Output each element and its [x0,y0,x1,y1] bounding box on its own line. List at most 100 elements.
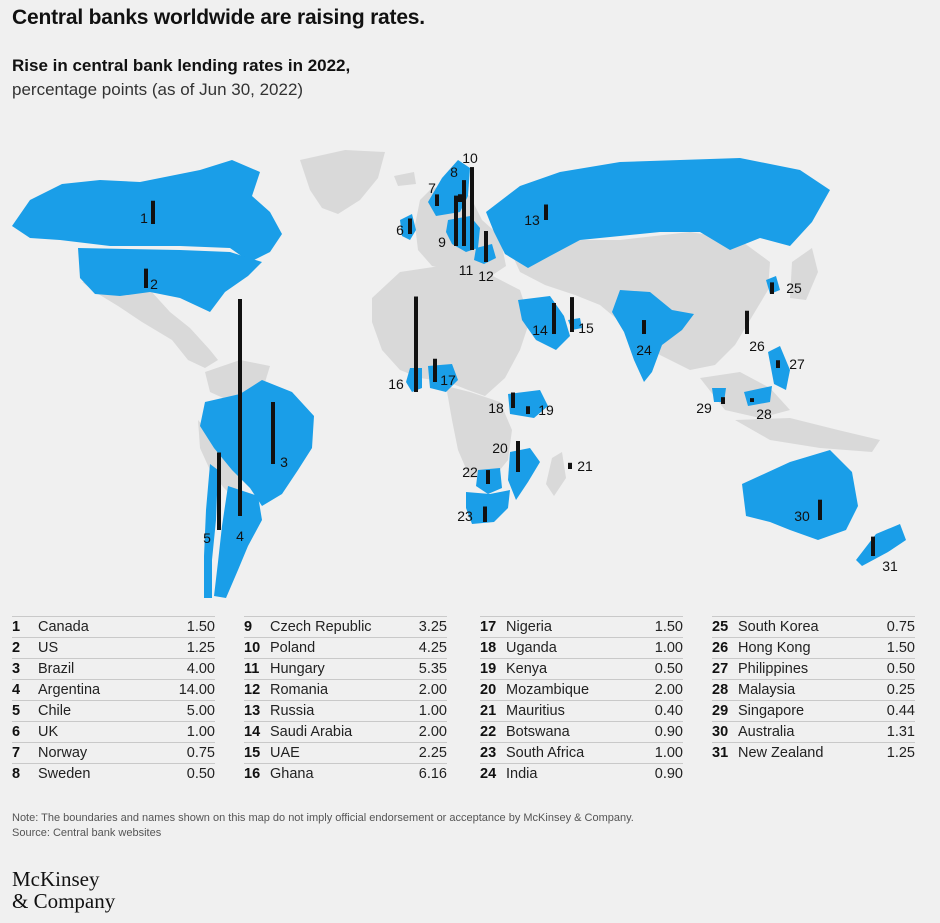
bar-label: 30 [794,508,810,524]
bar-norway [435,194,439,206]
chart-units: percentage points (as of Jun 30, 2022) [12,80,304,99]
canada-shape [12,160,282,262]
legend-number: 26 [712,640,729,656]
legend-country: Mauritius [506,703,565,719]
brazil-shape [200,380,314,506]
legend-country: Singapore [738,703,805,719]
legend-number: 4 [12,682,21,698]
legend-country: Uganda [506,640,557,656]
legend-number: 12 [244,682,261,698]
legend-value: 1.00 [418,703,447,719]
mckinsey-logo: McKinsey & Company [12,868,115,912]
bar-russia [544,204,548,220]
bar-label: 18 [488,400,504,416]
legend-value: 1.00 [654,745,683,761]
legend-value: 0.75 [186,745,215,761]
legend-value: 1.00 [654,640,683,656]
bar-saudi-arabia [552,303,556,334]
legend-row: 26 Hong Kong 1.50 [712,637,915,658]
legend-country: Kenya [506,661,548,677]
legend-value: 5.35 [418,661,447,677]
legend-value: 2.25 [418,745,447,761]
bar-label: 14 [532,322,548,338]
legend-row: 30 Australia 1.31 [712,721,915,742]
central-africa-shape [446,386,512,478]
legend-value: 3.25 [418,619,447,635]
legend-row: 23 South Africa 1.00 [480,742,683,763]
legend-country: Chile [38,703,72,719]
mexico-central-america-shape [82,282,218,368]
legend-value: 1.25 [186,640,215,656]
legend-value: 1.25 [886,745,915,761]
legend-country: South Africa [506,745,585,761]
legend-row: 20 Mozambique 2.00 [480,679,683,700]
bar-kenya [526,406,530,414]
legend-value: 0.75 [886,619,915,635]
legend-value: 2.00 [654,682,683,698]
logo-line-2: & Company [12,889,116,913]
legend-value: 4.25 [418,640,447,656]
malaysia-shape [712,386,772,406]
legend-number: 15 [244,745,261,761]
legend-value: 4.00 [186,661,215,677]
bar-label: 31 [882,558,898,574]
bar-label: 22 [462,464,478,480]
legend-value: 1.50 [886,640,915,656]
bar-romania [484,231,488,262]
legend-number: 23 [480,745,497,761]
bar-label: 4 [236,528,244,544]
bar-australia [818,499,822,520]
bar-label: 8 [450,164,458,180]
legend-country: Saudi Arabia [270,724,353,740]
legend-value: 2.00 [418,682,447,698]
legend-number: 17 [480,619,497,635]
bar-label: 13 [524,212,540,228]
legend-country: Russia [270,703,315,719]
bar-hong-kong [745,310,749,334]
legend-row: 25 South Korea 0.75 [712,616,915,637]
legend-country: South Korea [738,619,819,635]
legend-value: 0.25 [886,682,915,698]
bar-uae [570,297,574,332]
legend-country: Sweden [38,766,91,782]
bar-label: 3 [280,454,288,470]
legend-country: Hungary [270,661,325,677]
bar-label: 20 [492,440,508,456]
legend-number: 11 [244,661,260,677]
legend-row: 12 Romania 2.00 [244,679,447,700]
bar-label: 15 [578,320,594,336]
bar-argentina [238,299,242,516]
bar-nigeria [433,358,437,382]
mozambique-shape [508,448,540,500]
legend-row: 18 Uganda 1.00 [480,637,683,658]
bar-uganda [511,392,515,408]
legend-number: 7 [12,745,21,761]
bar-label: 5 [203,530,211,546]
legend-row: 22 Botswana 0.90 [480,721,683,742]
legend-number: 21 [480,703,497,719]
argentina-shape [214,486,262,598]
bar-chile [217,452,221,530]
bar-label: 7 [428,180,436,196]
legend-column: 25 South Korea 0.75 26 Hong Kong 1.50 27 Philip… [712,616,915,763]
legend-number: 3 [12,661,21,677]
legend-number: 13 [244,703,261,719]
legend-number: 10 [244,640,261,656]
bar-label: 29 [696,400,712,416]
bar-label: 23 [457,508,473,524]
legend-row: 8 Sweden 0.50 [12,763,215,784]
legend-number: 18 [480,640,497,656]
legend-value: 0.50 [654,661,683,677]
bar-malaysia [750,398,754,402]
legend-number: 30 [712,724,729,740]
saudi-arabia-shape [518,296,570,350]
legend-row: 4 Argentina 14.00 [12,679,215,700]
bar-layer [144,167,875,556]
south-africa-shape [466,490,510,524]
legend-row: 17 Nigeria 1.50 [480,616,683,637]
iceland-shape [394,172,416,186]
legend-value: 1.50 [186,619,215,635]
bar-label: 27 [789,356,805,372]
legend-row: 11 Hungary 5.35 [244,658,447,679]
